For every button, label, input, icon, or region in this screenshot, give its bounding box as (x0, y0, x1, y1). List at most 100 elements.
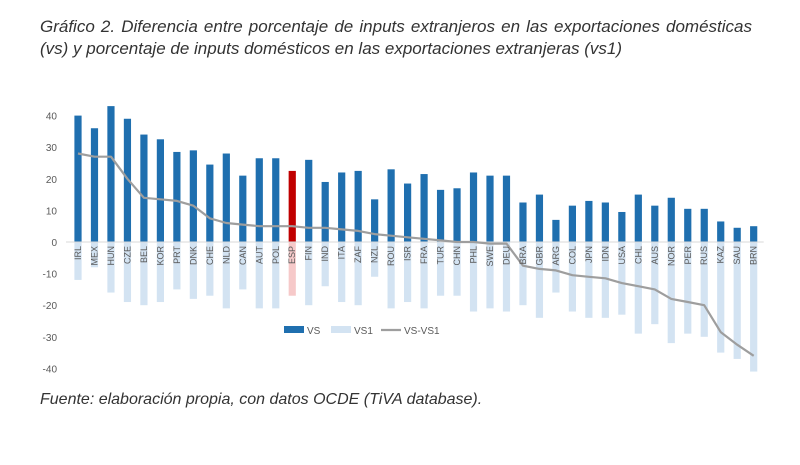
x-tick-label: PER (683, 246, 693, 265)
vs-bar-ind (321, 181, 329, 242)
chart-legend: VS VS1 VS-VS1 (284, 326, 440, 337)
vs-bar-che (206, 164, 214, 242)
x-tick-label: ISR (403, 246, 413, 262)
chart-title: Gráfico 2. Diferencia entre porcentaje d… (40, 17, 752, 58)
legend-label: VS-VS1 (404, 326, 440, 337)
vs-bar-fin (305, 159, 313, 242)
vs1-bar-deu (502, 242, 511, 312)
vs1-bar-arg (552, 242, 560, 293)
vs-bar-swe (486, 175, 494, 242)
x-tick-label: FRA (419, 246, 429, 264)
x-tick-label: SAU (732, 246, 742, 265)
vs1-bar-phl (469, 242, 478, 312)
vs-bar-dnk (189, 150, 197, 242)
x-tick-label: CHE (205, 246, 215, 265)
vs-bar-idn (601, 202, 609, 242)
vs-bar-col (568, 205, 576, 242)
x-tick-label: KAZ (716, 246, 726, 264)
vs1-bar-col (568, 242, 576, 312)
vs-bar-prt (173, 151, 181, 242)
x-tick-label: NLD (221, 246, 231, 265)
vs1-bar-gbr (535, 242, 544, 318)
y-tick-label: -20 (43, 301, 58, 312)
vs-bar-sau (733, 227, 741, 242)
source-caption: Fuente: elaboración propia, con datos OC… (40, 391, 483, 408)
x-tick-label: ESP (287, 246, 297, 264)
vs-bar-irl (74, 115, 82, 242)
vs-bars (74, 106, 758, 243)
legend-swatch (284, 326, 304, 333)
vs1-bar-sau (733, 242, 741, 359)
vs1-bar-pol (272, 242, 280, 309)
legend-label: VS1 (354, 326, 373, 337)
vs-bar-hun (107, 106, 115, 243)
vs-bar-esp (288, 170, 296, 242)
vs1-bar-jpn (585, 242, 593, 318)
vs-bar-brn (750, 226, 758, 242)
x-tick-label: ARG (551, 246, 561, 266)
x-tick-label: NZL (370, 246, 380, 263)
x-tick-label: BRN (749, 246, 759, 265)
legend-swatch (331, 326, 351, 333)
diff-line-series (77, 152, 755, 357)
vs1-bar-esp (288, 242, 296, 296)
vs-bar-pol (272, 158, 280, 242)
x-tick-label: CHL (633, 246, 643, 264)
vs-bar-chl (634, 194, 642, 242)
vs1-bar-fin (305, 242, 313, 306)
y-tick-label: -40 (43, 364, 58, 375)
vs1-bar-dnk (189, 242, 197, 299)
x-tick-label: MEX (89, 246, 99, 266)
legend-label: VS (307, 326, 321, 337)
vs1-bar-brn (750, 242, 758, 372)
x-tick-label: NOR (666, 246, 676, 267)
vs-bar-aut (255, 158, 263, 242)
vs-bar-mex (90, 128, 99, 242)
vs-bar-nzl (371, 199, 379, 242)
y-tick-label: 40 (46, 112, 58, 123)
vs-bar-jpn (585, 200, 593, 242)
y-tick-label: 0 (51, 238, 57, 249)
vs1-bar-isr (404, 242, 412, 303)
vs1-bar-nzl (371, 242, 379, 277)
vs1-bar-tur (436, 242, 445, 296)
vs1-bar-ind (321, 242, 329, 287)
vs-bar-nor (667, 197, 675, 242)
x-tick-label: SWE (485, 246, 495, 267)
vs1-bar-rou (387, 242, 395, 309)
vs1-bar-idn (601, 242, 609, 318)
vs-bar-chn (453, 188, 461, 242)
vs1-bar-per (684, 242, 692, 334)
x-tick-label: IDN (600, 246, 610, 262)
vs1-bar-kor (156, 242, 164, 303)
x-tick-label: ROU (386, 246, 396, 266)
vs-bar-arg (552, 219, 560, 242)
vs1-bar-usa (618, 242, 626, 315)
y-tick-label: 30 (46, 143, 58, 154)
x-tick-label: TUR (436, 246, 446, 265)
x-tick-label: JPN (584, 246, 594, 263)
x-tick-label: PRT (172, 246, 182, 264)
vs-bar-can (239, 175, 247, 242)
x-tick-label: ZAF (353, 245, 363, 263)
vs-bar-bel (140, 134, 148, 242)
vs-bar-usa (618, 211, 626, 242)
x-tick-label: BEL (139, 246, 149, 263)
x-tick-label: RUS (699, 246, 709, 265)
vs1-bar-nor (667, 242, 675, 344)
vs-bar-bra (519, 202, 527, 242)
vs1-bar-hun (107, 242, 115, 293)
x-tick-label: USA (617, 246, 627, 265)
vs1-bar-rus (700, 242, 708, 337)
vs1-bar-chn (453, 242, 461, 296)
x-tick-label: BRA (518, 246, 528, 265)
vs-bar-rou (387, 169, 395, 242)
vs1-bar-fra (420, 242, 428, 309)
vs1-bar-swe (486, 242, 494, 309)
x-tick-label: DNK (188, 246, 198, 265)
x-tick-label: CHN (452, 246, 462, 266)
x-tick-label: AUS (650, 246, 660, 265)
x-tick-label: ITA (337, 246, 347, 259)
x-tick-label: HUN (106, 246, 116, 266)
vs1-bar-mex (90, 242, 99, 268)
